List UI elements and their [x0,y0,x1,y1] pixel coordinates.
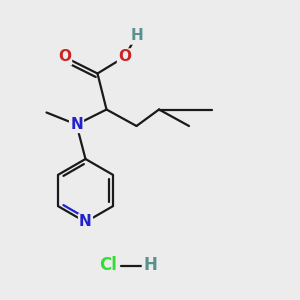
Text: O: O [58,50,71,64]
Text: H: H [143,256,157,274]
Text: N: N [79,214,92,230]
Text: O: O [118,50,131,64]
Text: N: N [70,117,83,132]
Text: H: H [130,28,143,44]
Text: Cl: Cl [99,256,117,274]
